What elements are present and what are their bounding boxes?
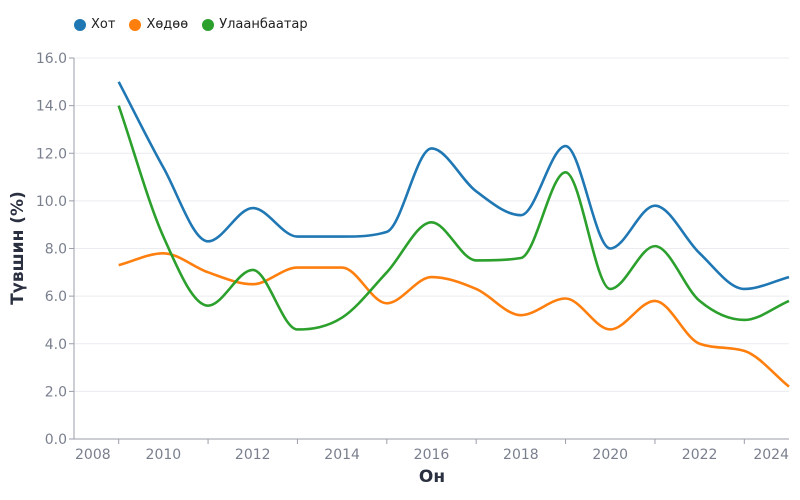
y-tick-label: 6.0 [45, 289, 67, 305]
legend-item: Хот [74, 17, 115, 32]
series-line-Хот [117, 81, 790, 291]
series-line-Улаанбаатар [117, 105, 790, 331]
legend-label: Хот [91, 17, 116, 32]
x-tick-label: 2012 [235, 447, 271, 463]
legend-item: Хөдөө [129, 17, 188, 32]
legend-label: Хөдөө [146, 17, 189, 32]
y-tick-label: 4.0 [45, 337, 67, 353]
x-tick-label: 2010 [146, 447, 182, 463]
x-tick-label: 2008 [75, 447, 111, 463]
y-axis-title: Түвшин (%) [8, 191, 28, 305]
legend-swatch [129, 18, 142, 31]
legend-swatch [202, 18, 215, 31]
y-tick-label: 10.0 [36, 194, 67, 210]
x-tick-label: 2016 [414, 447, 450, 463]
legend-label: Улаанбаатар [219, 17, 308, 32]
x-tick-label: 2018 [503, 447, 539, 463]
series-line-Хөдөө [118, 251, 790, 388]
x-axis-title: Он [419, 467, 445, 487]
legend-swatch [74, 18, 86, 31]
x-tick-label: 2020 [592, 447, 628, 463]
y-tick-label: 0.0 [45, 432, 67, 448]
legend-item: Улаанбаатар [202, 17, 308, 32]
legend: Хот Хөдөө Улаанбаатар [74, 17, 308, 32]
y-tick-label: 12.0 [36, 146, 67, 162]
y-tick-label: 16.0 [36, 51, 67, 67]
x-tick-label: 2024 [753, 447, 789, 463]
y-tick-label: 14.0 [36, 99, 67, 115]
x-tick-label: 2022 [682, 447, 718, 463]
y-tick-label: 2.0 [45, 384, 67, 400]
x-tick-label: 2014 [324, 447, 360, 463]
y-tick-label: 8.0 [45, 242, 67, 258]
